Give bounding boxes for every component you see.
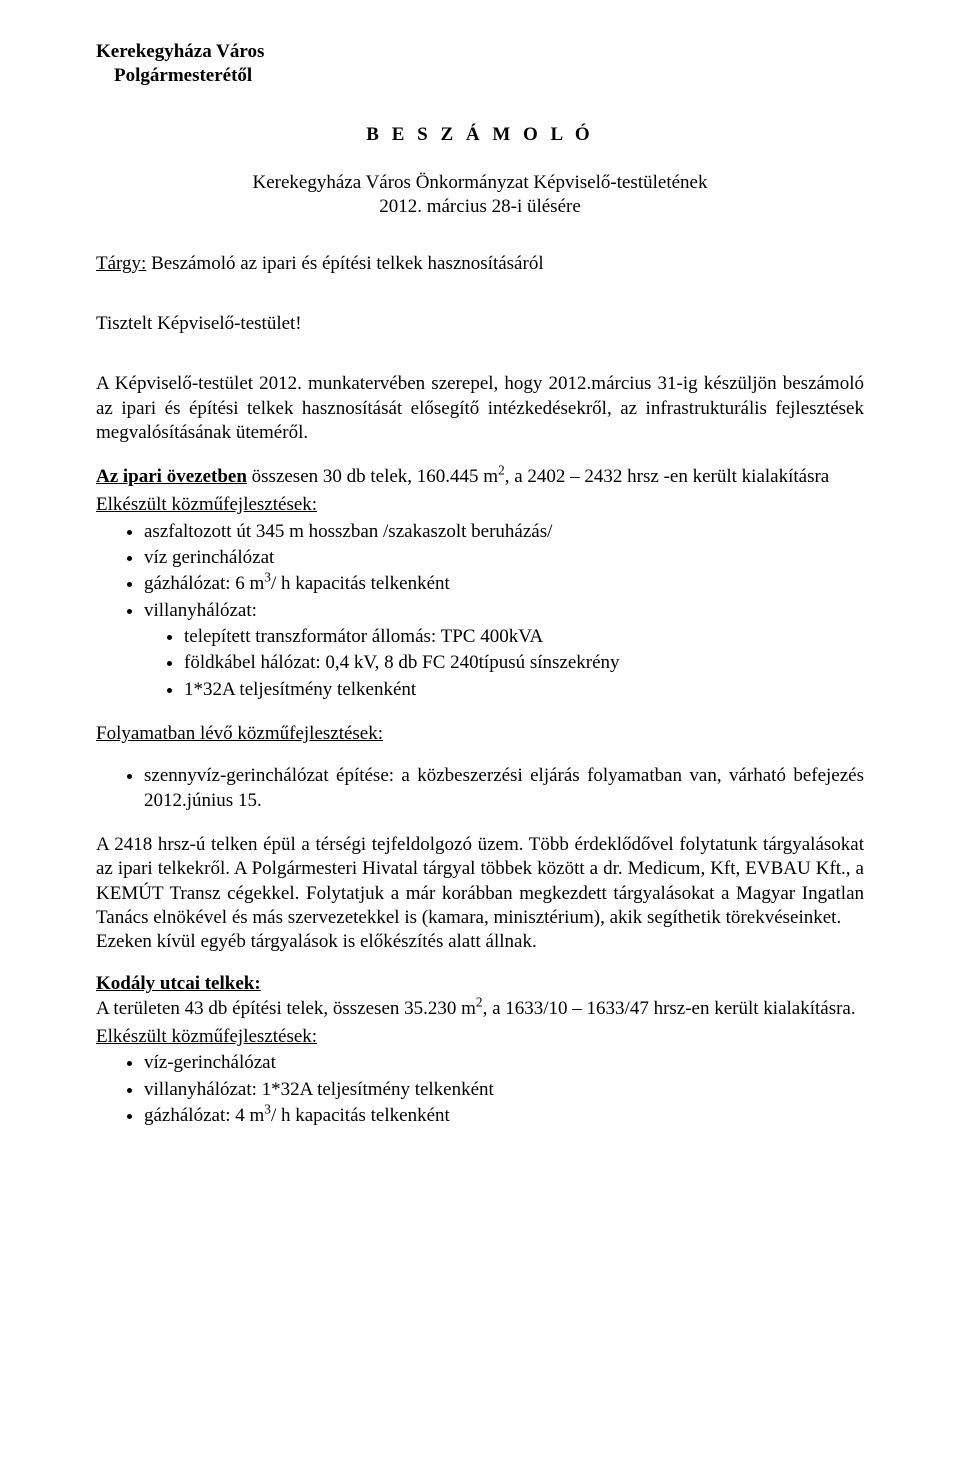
list-item: villanyhálózat: 1*32A teljesítmény telke… xyxy=(144,1078,864,1102)
ipari-inner-list: telepített transzformátor állomás: TPC 4… xyxy=(144,625,864,702)
subject-label: Tárgy: xyxy=(96,253,146,274)
list-item: gázhálózat: 6 m3/ h kapacitás telkenként xyxy=(144,572,864,596)
kodaly-line1-b: , a 1633/10 – 1633/47 hrsz-en került kia… xyxy=(483,998,856,1019)
paragraph-2418-line2: Ezeken kívül egyéb tárgyalások is előkés… xyxy=(96,930,864,954)
kodaly-bullet-list: víz-gerinchálózat villanyhálózat: 1*32A … xyxy=(96,1051,864,1128)
subtitle-block: Kerekegyháza Város Önkormányzat Képvisel… xyxy=(96,171,864,220)
header-line-1: Kerekegyháza Város xyxy=(96,40,864,64)
document-header: Kerekegyháza Város Polgármesterétől xyxy=(96,40,864,89)
ipari-heading-rest-1: összesen 30 db telek, 160.445 m xyxy=(247,466,498,487)
subject-line: Tárgy: Beszámoló az ipari és építési tel… xyxy=(96,252,864,276)
bullet-text: / h kapacitás telkenként xyxy=(271,1105,450,1126)
bullet-text: / h kapacitás telkenként xyxy=(271,573,450,594)
intro-paragraph: A Képviselő-testület 2012. munkatervében… xyxy=(96,372,864,445)
list-item: gázhálózat: 4 m3/ h kapacitás telkenként xyxy=(144,1104,864,1128)
kodaly-line1: A területen 43 db építési telek, összese… xyxy=(96,997,864,1021)
folyamatban-list: szennyvíz-gerinchálózat építése: a közbe… xyxy=(96,764,864,813)
superscript-2: 2 xyxy=(498,463,505,478)
kodaly-elkeszult-label: Elkészült közműfejlesztések: xyxy=(96,1025,864,1049)
superscript-3: 3 xyxy=(264,1102,271,1117)
bullet-text: gázhálózat: 6 m xyxy=(144,573,264,594)
list-item: telepített transzformátor állomás: TPC 4… xyxy=(184,625,864,649)
kodaly-elkeszult-label-text: Elkészült közműfejlesztések: xyxy=(96,1026,317,1047)
bullet-text: gázhálózat: 4 m xyxy=(144,1105,264,1126)
kodaly-heading: Kodály utcai telkek: xyxy=(96,972,864,996)
ipari-heading-paragraph: Az ipari övezetben összesen 30 db telek,… xyxy=(96,465,864,489)
folyamatban-label: Folyamatban lévő közműfejlesztések: xyxy=(96,722,864,746)
elkeszult-label-ipari: Elkészült közműfejlesztések: xyxy=(96,493,864,517)
ipari-heading: Az ipari övezetben xyxy=(96,466,247,487)
list-item: földkábel hálózat: 0,4 kV, 8 db FC 240tí… xyxy=(184,651,864,675)
title-block: B E S Z Á M O L Ó xyxy=(96,123,864,147)
paragraph-2418: A 2418 hrsz-ú telken épül a térségi tejf… xyxy=(96,833,864,930)
elkeszult-label-text: Elkészült közműfejlesztések: xyxy=(96,494,317,515)
list-item: aszfaltozott út 345 m hosszban /szakaszo… xyxy=(144,520,864,544)
folyamatban-label-text: Folyamatban lévő közműfejlesztések: xyxy=(96,723,383,744)
list-item: 1*32A teljesítmény telkenként xyxy=(184,678,864,702)
ipari-bullet-list: aszfaltozott út 345 m hosszban /szakaszo… xyxy=(96,520,864,702)
ipari-heading-rest-2: , a 2402 – 2432 hrsz -en került kialakít… xyxy=(505,466,829,487)
list-item: víz-gerinchálózat xyxy=(144,1051,864,1075)
document-title: B E S Z Á M O L Ó xyxy=(366,124,593,145)
superscript-3: 3 xyxy=(264,570,271,585)
bullet-text: villanyhálózat: xyxy=(144,600,257,621)
subject-text: Beszámoló az ipari és építési telkek has… xyxy=(146,253,543,274)
addressee: Tisztelt Képviselő-testület! xyxy=(96,312,864,336)
superscript-2: 2 xyxy=(476,994,483,1009)
kodaly-line1-a: A területen 43 db építési telek, összese… xyxy=(96,998,476,1019)
list-item: szennyvíz-gerinchálózat építése: a közbe… xyxy=(144,764,864,813)
subtitle-line-1: Kerekegyháza Város Önkormányzat Képvisel… xyxy=(96,171,864,195)
list-item: villanyhálózat: telepített transzformáto… xyxy=(144,599,864,702)
subtitle-line-2: 2012. március 28-i ülésére xyxy=(96,195,864,219)
kodaly-heading-text: Kodály utcai telkek: xyxy=(96,973,261,994)
list-item: víz gerinchálózat xyxy=(144,546,864,570)
header-line-2: Polgármesterétől xyxy=(96,64,864,88)
